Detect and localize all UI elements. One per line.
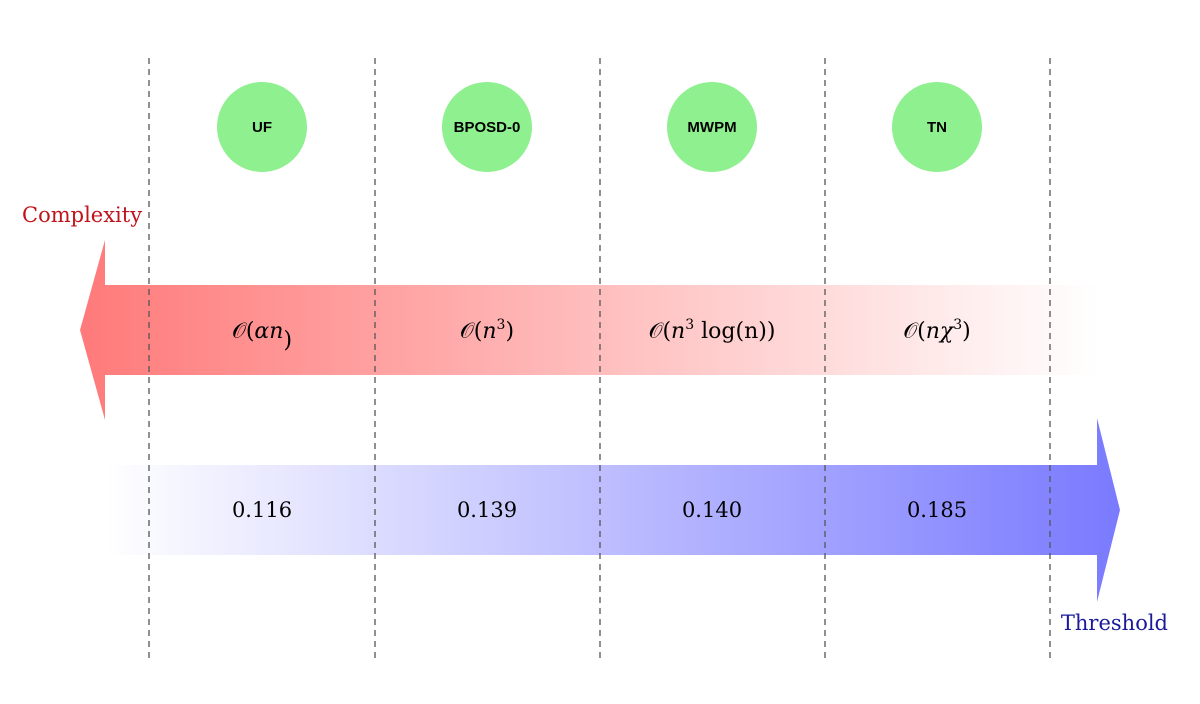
decoder-node-circle: [892, 82, 982, 172]
complexity-expression-mwpm: 𝒪(n3 log(n)): [649, 317, 776, 344]
decoder-node-mwpm: MWPM: [667, 82, 757, 172]
complexity-expression-tn: 𝒪(nχ3): [903, 317, 970, 344]
decoder-node-label: UF: [252, 119, 272, 136]
threshold-label: Threshold: [1061, 611, 1168, 635]
complexity-expression-uf: 𝒪(αn): [232, 319, 292, 353]
complexity-arrow: [80, 240, 1100, 420]
threshold-value-tn: 0.185: [907, 498, 967, 522]
decoder-node-label: TN: [927, 119, 947, 136]
decoder-node-circle: [442, 82, 532, 172]
decoder-node-circle: [217, 82, 307, 172]
complexity-label: Complexity: [22, 203, 142, 227]
threshold-value-uf: 0.116: [232, 498, 292, 522]
separators: [148, 58, 1051, 663]
decoder-node-bposd: BPOSD-0: [442, 82, 532, 172]
decoder-node-tn: TN: [892, 82, 982, 172]
complexity-expression-bposd: 𝒪(n3): [460, 317, 514, 344]
decoder-node-uf: UF: [217, 82, 307, 172]
threshold-arrow: [105, 418, 1120, 602]
threshold-value-bposd: 0.139: [457, 498, 517, 522]
threshold-value-mwpm: 0.140: [682, 498, 742, 522]
decoder-node-label: MWPM: [687, 119, 736, 136]
decoder-node-label: BPOSD-0: [454, 119, 521, 136]
decoder-node-circle: [667, 82, 757, 172]
